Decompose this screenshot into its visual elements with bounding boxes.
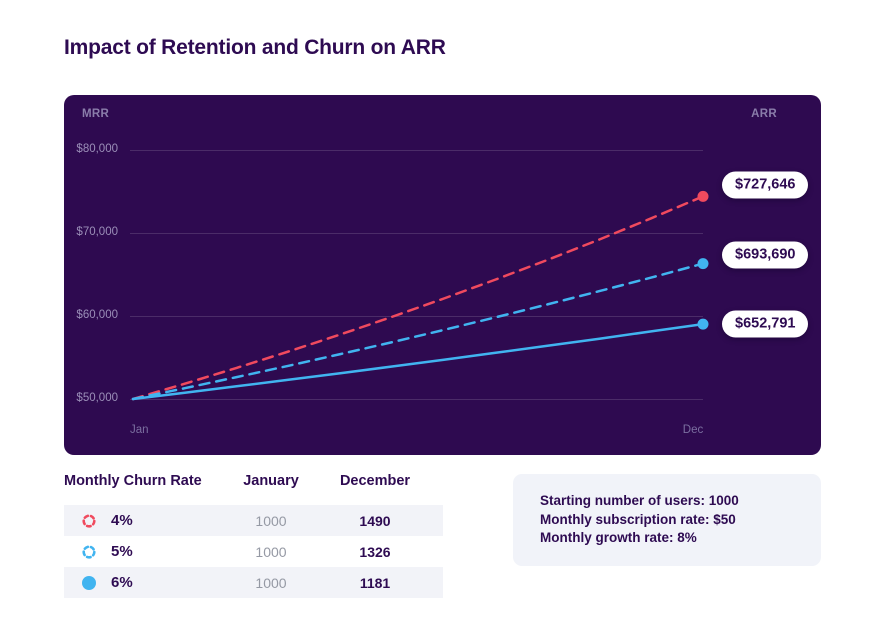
series-end-dot — [697, 190, 709, 202]
assumption-label: Monthly growth rate: — [540, 530, 678, 545]
y-tick-label: $50,000 — [76, 392, 118, 404]
churn-rate-value: 6% — [111, 574, 133, 591]
arr-label-6pct: $652,791 — [722, 310, 809, 338]
assumption-label: Starting number of users: — [540, 493, 709, 508]
churn-rate-value: 4% — [111, 512, 133, 529]
page-title: Impact of Retention and Churn on ARR — [64, 36, 446, 59]
series-end-dot — [697, 318, 709, 330]
gridline — [130, 316, 703, 317]
assumption-growth-rate: Monthly growth rate: 8% — [540, 529, 801, 548]
arr-label-4pct: $727,646 — [722, 171, 809, 199]
table-row: 5% 1000 1326 — [64, 536, 443, 567]
assumptions-box: Starting number of users: 1000 Monthly s… — [513, 474, 821, 566]
header-monthly-churn-rate: Monthly Churn Rate — [64, 473, 202, 489]
december-users: 1490 — [359, 512, 391, 529]
gridline — [130, 150, 703, 151]
gridline — [130, 233, 703, 234]
blue-dashed-circle-icon — [82, 544, 96, 559]
churn-rate-value: 5% — [111, 543, 133, 560]
assumption-starting-users: Starting number of users: 1000 — [540, 492, 801, 511]
left-axis-title: MRR — [82, 108, 110, 120]
arr-label-5pct: $693,690 — [722, 241, 809, 269]
blue-solid-circle-icon — [82, 575, 96, 590]
gridline — [130, 399, 703, 400]
table-row: 6% 1000 1181 — [64, 567, 443, 598]
assumption-label: Monthly subscription rate: — [540, 511, 714, 527]
january-users: 1000 — [255, 574, 287, 591]
x-tick-dec: Dec — [682, 424, 704, 436]
december-users: 1181 — [359, 574, 391, 591]
table-header-row: Monthly Churn Rate January December — [64, 471, 443, 491]
series-end-dot — [697, 258, 709, 270]
january-users: 1000 — [255, 512, 287, 529]
table-row: 4% 1000 1490 — [64, 505, 443, 536]
assumption-value: 8% — [677, 530, 697, 545]
header-january: January — [243, 473, 299, 489]
right-axis-title: ARR — [751, 108, 777, 120]
x-tick-jan: Jan — [130, 424, 149, 436]
red-dashed-circle-icon — [82, 513, 96, 528]
line-plot — [131, 190, 709, 401]
assumption-value: 1000 — [708, 493, 739, 508]
december-users: 1326 — [359, 543, 391, 560]
y-tick-label: $80,000 — [76, 143, 118, 155]
churn-table: Monthly Churn Rate January December 4% 1… — [64, 471, 443, 598]
y-tick-label: $70,000 — [76, 226, 118, 238]
y-tick-label: $60,000 — [76, 309, 118, 321]
january-users: 1000 — [255, 543, 287, 560]
assumption-value: $50 — [713, 511, 736, 527]
assumption-subscription-rate: Monthly subscription rate: $50 — [540, 511, 801, 530]
mrr-arr-chart: MRR ARR $80,000 $70,000 $60,000 $50,000 … — [64, 95, 821, 455]
header-december: December — [339, 473, 411, 489]
